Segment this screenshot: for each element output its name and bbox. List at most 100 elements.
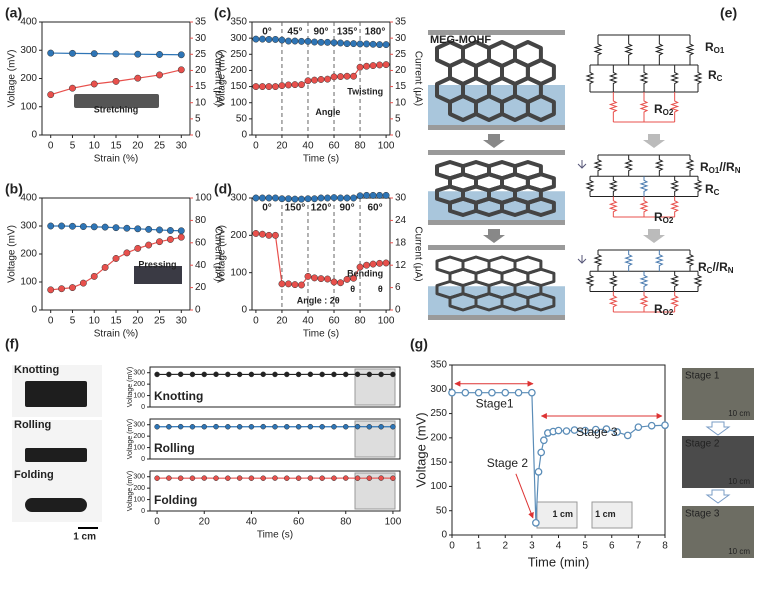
photo-label: Knotting [14, 364, 59, 376]
data-point [363, 261, 371, 269]
wire [585, 176, 595, 197]
label-subscript: O2 [663, 108, 674, 117]
data-point [528, 388, 536, 397]
data-point [331, 424, 337, 430]
x-tick-label: 5 [582, 541, 588, 552]
wire [685, 155, 695, 177]
x-axis-label: Strain (%) [94, 329, 138, 340]
data-point [225, 424, 231, 430]
data-point [47, 49, 55, 57]
x-axis-label: Time (min) [528, 554, 590, 569]
data-point [154, 371, 160, 378]
label-text: //R [712, 260, 728, 274]
sample [25, 381, 87, 407]
data-point [350, 72, 357, 80]
data-point [330, 194, 338, 202]
y-axis-label: Voltage (mV) [127, 367, 134, 407]
data-point [514, 388, 523, 397]
data-point [304, 272, 312, 280]
sample [25, 498, 87, 512]
annotation: Stage1 [476, 396, 514, 410]
data-point [366, 424, 373, 430]
plot-frame [149, 470, 401, 512]
mesh [435, 40, 556, 122]
y-tick-label: 0 [31, 305, 37, 316]
scale-label: 10 cm [728, 547, 750, 556]
data-point [369, 62, 377, 70]
data-point [448, 388, 456, 397]
data-point [390, 424, 396, 430]
data-point [602, 425, 611, 433]
data-point [350, 194, 357, 202]
data-point [317, 38, 325, 46]
data-point [166, 227, 174, 234]
data-point [112, 50, 120, 58]
wire [693, 271, 703, 292]
x-tick-label: 40 [302, 316, 314, 327]
photo [12, 470, 102, 522]
data-point [324, 75, 331, 83]
down-arrow [705, 421, 731, 436]
data-point [461, 388, 470, 397]
data-point [337, 194, 344, 202]
data-point [112, 224, 120, 232]
data-point [69, 84, 76, 92]
data-point [354, 475, 361, 481]
y2-tick-label: 10 [195, 97, 207, 108]
y-tick-label: 100 [230, 267, 247, 278]
data-point [570, 426, 579, 434]
y2-tick-label: 30 [195, 33, 207, 44]
data-point [189, 424, 196, 430]
data-point [378, 475, 384, 481]
wire [685, 250, 695, 272]
data-point [291, 281, 299, 289]
x-tick-label: 0 [48, 316, 54, 327]
x-tick-label: 40 [302, 141, 314, 152]
resistor-label: RO1//RN [700, 160, 741, 175]
x-tick-label: 0 [253, 316, 259, 327]
data-point [145, 225, 153, 233]
data-point [378, 371, 384, 378]
y-tick-label: 100 [430, 481, 447, 492]
y-tick-label: 400 [20, 17, 37, 28]
plate [428, 30, 565, 35]
wire [639, 271, 649, 292]
wire [608, 196, 618, 217]
x-tick-label: 20 [132, 316, 144, 327]
data-point [298, 281, 305, 289]
data-point [156, 238, 163, 246]
y2-tick-label: 5 [195, 113, 201, 124]
data-point [248, 424, 255, 430]
x-tick-label: 60 [293, 517, 305, 528]
data-point [213, 371, 219, 378]
press-arrow [577, 255, 587, 264]
photo-label: Stage 2 [685, 439, 720, 450]
data-point [134, 74, 142, 82]
segment-label: 0° [262, 203, 272, 214]
data-point [272, 475, 278, 481]
wire [639, 176, 649, 197]
annotation: Angle [315, 107, 340, 117]
data-point [304, 77, 312, 85]
y-tick-label: 300 [133, 474, 145, 481]
annotation: 1 cm [553, 509, 574, 519]
data-point [343, 424, 349, 430]
y-tick-label: 300 [20, 221, 37, 232]
segment-label: 45° [287, 27, 302, 38]
data-point [265, 231, 273, 239]
data-point [330, 278, 338, 286]
material-label: MEG-MOHF [430, 34, 491, 46]
plot-frame [41, 197, 191, 311]
data-point [317, 275, 325, 283]
wire [639, 291, 649, 312]
data-point [311, 274, 318, 282]
wire [639, 92, 649, 122]
data-point [382, 259, 390, 267]
label-subscript: C [707, 266, 713, 275]
segment-label: 90° [339, 203, 354, 214]
data-point [265, 194, 273, 202]
data-point [350, 40, 357, 48]
hexagon [525, 196, 556, 217]
photo [12, 420, 102, 472]
data-point [369, 260, 377, 268]
